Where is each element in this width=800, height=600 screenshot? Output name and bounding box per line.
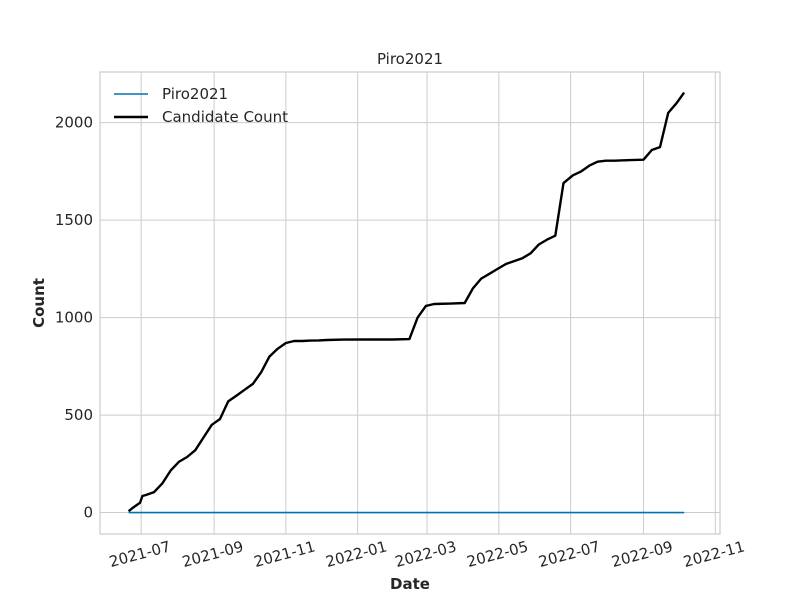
grid	[100, 72, 720, 534]
x-axis-label: Date	[390, 575, 430, 593]
y-tick-label: 1500	[55, 211, 93, 229]
y-tick-label: 1000	[55, 309, 93, 327]
series-line-candidate-count	[128, 92, 685, 512]
y-axis-label: Count	[30, 278, 48, 328]
legend-label-piro2021: Piro2021	[162, 85, 228, 103]
legend-label-candidate-count: Candidate Count	[162, 108, 288, 126]
legend: Piro2021 Candidate Count	[114, 85, 288, 126]
plot-area	[99, 71, 721, 535]
y-tick-label: 0	[83, 504, 93, 522]
y-tick-label: 500	[64, 406, 93, 424]
chart-title: Piro2021	[377, 50, 443, 68]
y-tick-label: 2000	[55, 114, 93, 132]
series-layer	[128, 92, 685, 514]
